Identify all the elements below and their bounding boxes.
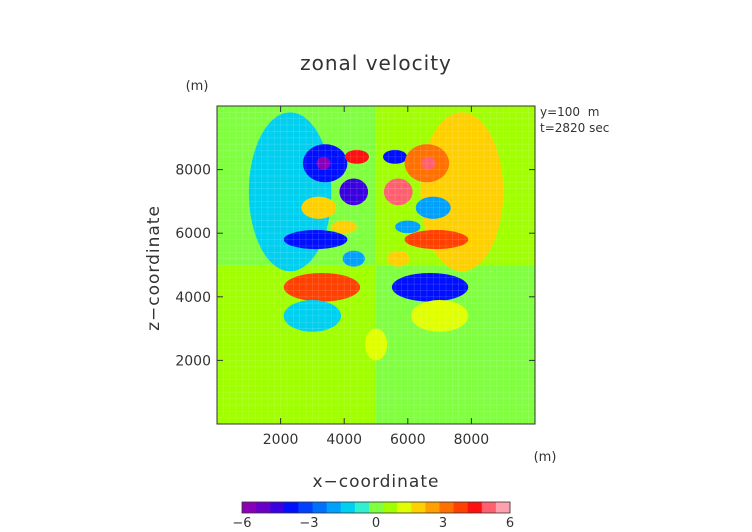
colorbar-swatch	[383, 502, 398, 513]
colorbar-swatch	[397, 502, 412, 513]
heatmap-field	[217, 106, 535, 424]
x-axis-ticks: 2000 4000 6000 8000	[263, 106, 489, 448]
x-axis-label: x−coordinate	[313, 472, 440, 492]
colorbar-swatch	[284, 502, 299, 513]
z-tick-label: 8000	[175, 163, 211, 179]
z-tick-label: 2000	[175, 353, 211, 369]
colorbar-tick-label: −6	[232, 516, 251, 531]
field-feature-13	[404, 230, 469, 250]
field-feature-14	[283, 272, 361, 302]
colorbar-swatch	[411, 502, 426, 513]
field-feature-10	[301, 196, 337, 219]
colorbar-frame	[241, 501, 511, 514]
colorbar-swatch	[495, 502, 511, 513]
z-tick-label: 4000	[175, 290, 211, 306]
x-unit-label: (m)	[534, 450, 557, 465]
z-unit-label: (m)	[186, 79, 209, 94]
field-feature-19	[387, 250, 410, 267]
chart-title: zonal velocity	[300, 51, 452, 75]
field-feature-16	[283, 299, 342, 332]
field-feature-7	[421, 156, 436, 170]
x-tick-label: 2000	[263, 432, 299, 448]
annotation-y: y=100 m	[540, 105, 599, 119]
z-axis-ticks: 2000 4000 6000 8000	[175, 163, 535, 369]
field-feature-21	[395, 220, 421, 234]
field-feature-11	[415, 196, 451, 219]
colorbar: −6 −3 0 3 6	[232, 501, 514, 531]
colorbar-swatch	[439, 502, 455, 513]
colorbar-swatch	[312, 502, 328, 513]
z-tick-label: 6000	[175, 226, 211, 242]
colorbar-swatch	[368, 502, 384, 513]
field-feature-5	[382, 149, 408, 164]
colorbar-swatch	[298, 502, 314, 513]
field-feature-9	[383, 178, 413, 206]
colorbar-swatch	[270, 502, 285, 513]
colorbar-swatch	[453, 502, 469, 513]
colorbar-tick-label: 0	[372, 516, 380, 531]
colorbar-swatch	[425, 502, 440, 513]
field-feature-15	[391, 272, 469, 302]
colorbar-tick-label: 3	[439, 516, 447, 531]
field-feature-3	[316, 156, 331, 170]
x-tick-label: 8000	[454, 432, 490, 448]
x-tick-label: 6000	[390, 432, 426, 448]
colorbar-tick-label: −3	[299, 516, 318, 531]
plot-frame	[216, 105, 536, 425]
colorbar-swatch	[242, 502, 257, 513]
x-tick-label: 4000	[326, 432, 362, 448]
colorbar-tick-label: 6	[506, 516, 514, 531]
field-feature-4	[344, 149, 370, 164]
z-axis-label: z−coordinate	[144, 205, 164, 331]
colorbar-swatch	[467, 502, 483, 513]
colorbar-swatch	[340, 502, 356, 513]
colorbar-swatch	[481, 502, 497, 513]
colorbar-swatch	[354, 502, 370, 513]
colorbar-swatch	[256, 502, 271, 513]
field-feature-18	[342, 250, 365, 267]
field-feature-17	[410, 299, 469, 332]
annotation-time: t=2820 sec	[540, 121, 609, 135]
field-feature-8	[339, 178, 369, 206]
colorbar-swatch	[326, 502, 342, 513]
field-feature-12	[283, 230, 348, 250]
field-feature-20	[331, 220, 357, 234]
field-feature-22	[364, 328, 388, 361]
